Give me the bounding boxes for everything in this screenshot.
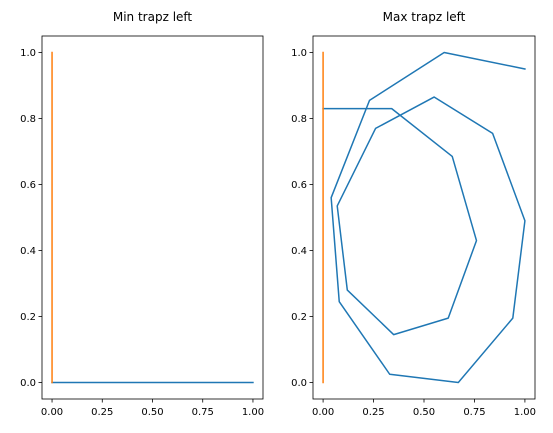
series-line-1 — [322, 51, 526, 384]
x-tick-label: 0.00 — [41, 407, 63, 418]
y-tick-label: 0.6 — [291, 180, 307, 191]
x-tick-label: 0.00 — [312, 407, 334, 418]
chart-title: Min trapz left — [113, 10, 193, 24]
x-tick-label: 1.00 — [514, 407, 536, 418]
axes-frame — [312, 35, 536, 400]
x-tick-label: 0.25 — [362, 407, 384, 418]
y-tick-label: 0.0 — [20, 378, 36, 389]
y-tick-label: 1.0 — [291, 48, 307, 59]
series-layer — [322, 51, 526, 384]
subplot-left: Min trapz left 0.00 0.25 0.50 0.75 1.000.00.… — [20, 10, 264, 418]
y-tick-label: 1.0 — [20, 48, 36, 59]
subplot-right: Max trapz left 0.00 0.25 0.50 0.75 1.000.00.… — [291, 10, 536, 418]
chart-title: Max trapz left — [383, 10, 466, 24]
tick-layer: 0.00 0.25 0.50 0.75 1.00 0.0 0.2 0.4 0.6 0.8 1.0 — [291, 48, 536, 418]
y-tick-label: 0.2 — [291, 312, 307, 323]
x-tick-label: 0.75 — [463, 407, 485, 418]
x-tick-label: 1.00 — [242, 407, 264, 418]
series-layer — [51, 51, 254, 384]
plot-area — [313, 36, 535, 399]
x-tick-label: 0.75 — [192, 407, 214, 418]
x-tick-label: 0.25 — [91, 407, 113, 418]
y-tick-label: 0.0 — [291, 378, 307, 389]
x-tick-label: 0.50 — [413, 407, 435, 418]
axes-frame — [41, 35, 264, 400]
y-tick-label: 0.8 — [20, 114, 36, 125]
y-tick-label: 0.4 — [20, 246, 36, 257]
plot-area — [42, 36, 263, 399]
y-tick-label: 0.6 — [20, 180, 36, 191]
y-tick-label: 0.8 — [291, 114, 307, 125]
y-tick-label: 0.2 — [20, 312, 36, 323]
tick-layer: 0.00 0.25 0.50 0.75 1.00 0.0 0.2 0.4 0.6 0.8 1.0 — [20, 48, 264, 418]
y-tick-label: 0.4 — [291, 246, 307, 257]
x-tick-label: 0.50 — [141, 407, 163, 418]
